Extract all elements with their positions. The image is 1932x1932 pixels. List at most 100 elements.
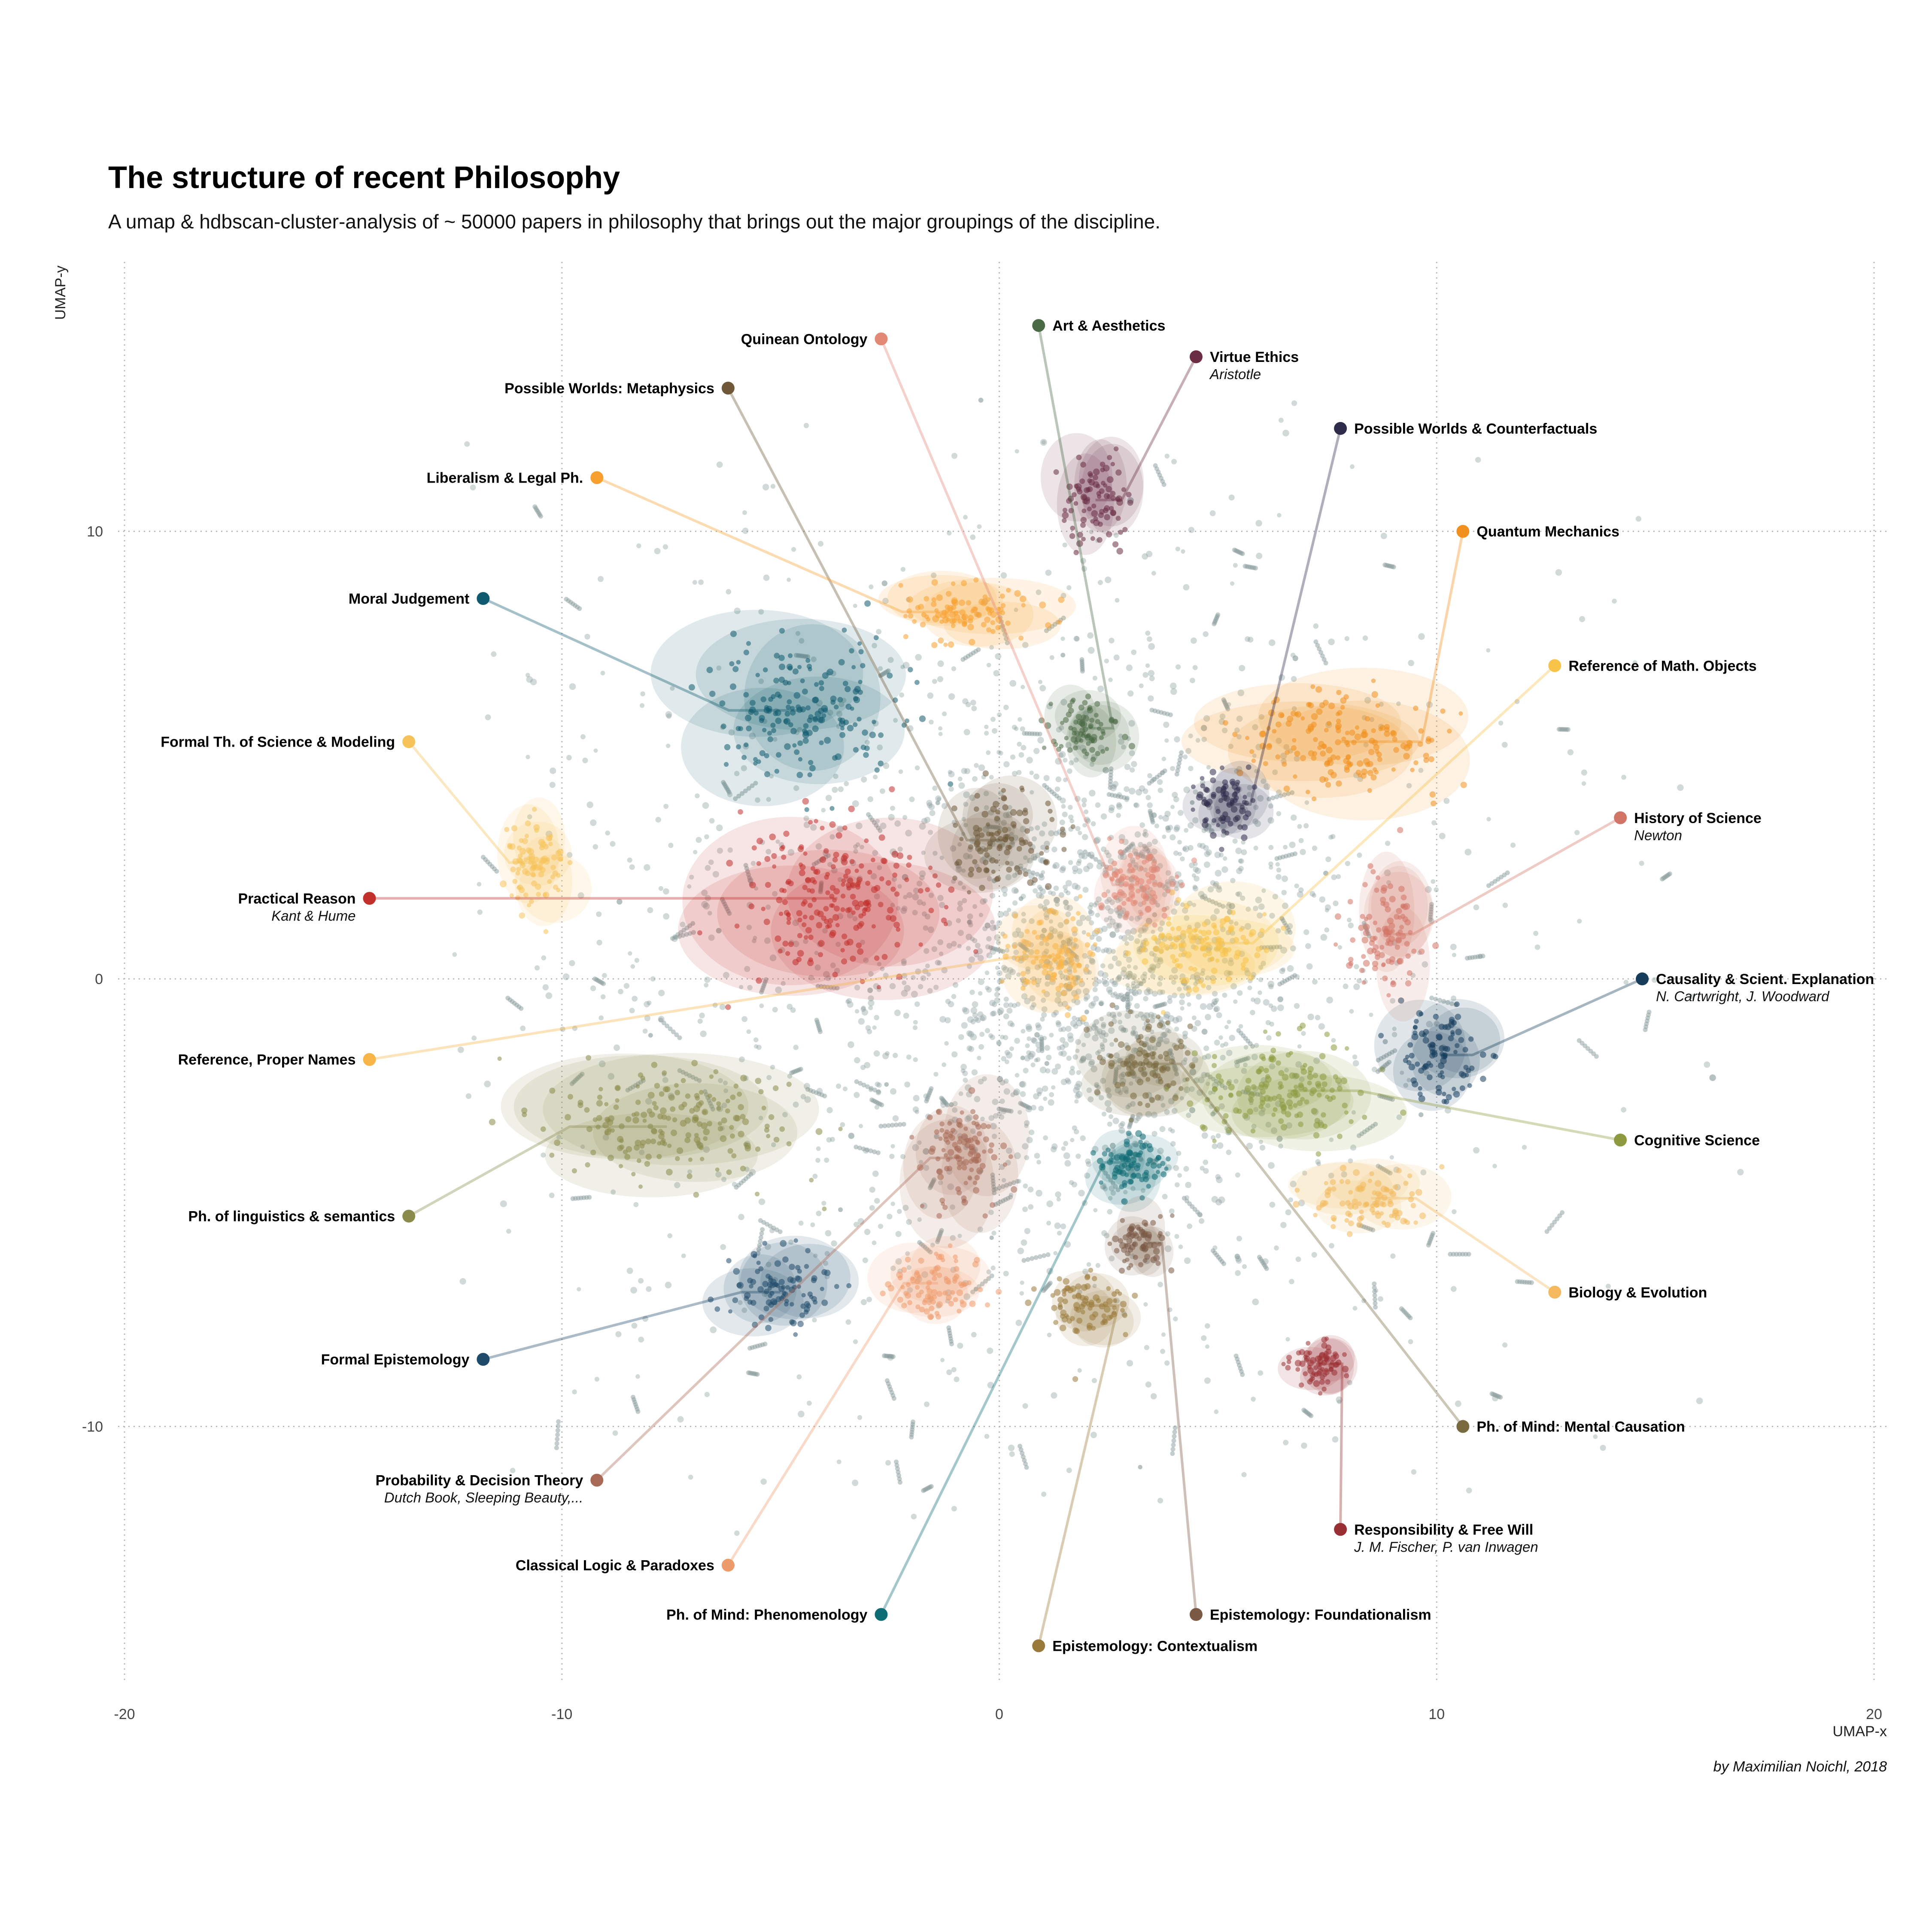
cluster-point — [725, 1004, 731, 1010]
noise-point — [1092, 987, 1098, 992]
noise-point — [961, 1022, 968, 1029]
cluster-point — [893, 921, 900, 928]
noise-point — [741, 1016, 747, 1022]
noise-point — [1142, 971, 1148, 976]
noise-point — [1084, 1009, 1089, 1015]
noise-point — [984, 970, 990, 975]
cluster-point — [684, 1137, 691, 1143]
noise-point — [798, 1410, 805, 1418]
cluster-point — [945, 1294, 952, 1301]
noise-point — [963, 729, 970, 735]
noise-point — [1080, 558, 1086, 564]
cluster-point — [972, 1135, 978, 1142]
cluster-point — [523, 892, 529, 898]
cluster-point — [844, 686, 851, 693]
cluster-point — [640, 1075, 645, 1081]
cluster-point — [760, 696, 767, 702]
noise-point — [1157, 981, 1163, 987]
noise-point — [1200, 843, 1206, 849]
cluster-point — [865, 881, 871, 886]
noise-point — [615, 1331, 622, 1337]
noise-point — [958, 782, 965, 789]
cluster-point — [703, 1128, 710, 1136]
noise-point — [1087, 955, 1092, 960]
noise-point — [1100, 948, 1106, 954]
cluster-point — [857, 717, 862, 722]
cluster-point — [856, 877, 863, 883]
cluster-point — [510, 866, 516, 872]
noise-point — [1055, 1020, 1061, 1026]
cluster-point — [846, 939, 854, 946]
noise-point — [1400, 1070, 1404, 1075]
noise-point — [1046, 1200, 1054, 1207]
noise-point — [1060, 1078, 1067, 1085]
noise-point — [744, 966, 750, 972]
noise-point — [554, 1441, 559, 1446]
noise-point — [734, 1530, 740, 1536]
noise-point — [1033, 888, 1038, 893]
noise-point — [1143, 829, 1148, 834]
cluster-point — [687, 1173, 693, 1179]
noise-point — [999, 1098, 1005, 1104]
cluster-point — [1078, 894, 1083, 899]
noise-point — [721, 1176, 727, 1182]
cluster-point — [736, 1282, 742, 1288]
cluster-point — [954, 1266, 960, 1272]
cluster-point — [936, 1109, 942, 1115]
noise-point — [1184, 828, 1189, 833]
noise-point — [1005, 973, 1012, 980]
noise-point — [1115, 994, 1120, 999]
noise-point — [832, 787, 838, 793]
noise-point — [1256, 553, 1263, 559]
noise-point — [1473, 904, 1479, 911]
noise-point — [1289, 1279, 1294, 1285]
cluster-point — [1330, 1355, 1337, 1362]
cluster-point — [947, 1166, 953, 1172]
cluster-point — [878, 732, 884, 738]
gridlines — [118, 262, 1887, 1683]
noise-point — [1268, 984, 1274, 990]
noise-point — [1205, 1053, 1212, 1060]
noise-point — [1188, 527, 1194, 533]
noise-point — [798, 1221, 804, 1226]
cluster-point — [931, 1270, 938, 1276]
cluster-point — [824, 737, 831, 744]
noise-point — [1022, 1403, 1028, 1409]
cluster-point — [548, 841, 553, 846]
cluster-point — [1126, 1266, 1131, 1270]
noise-point — [1074, 1099, 1079, 1104]
noise-point — [1160, 1349, 1165, 1354]
noise-point — [1156, 1036, 1163, 1044]
noise-point — [852, 800, 859, 807]
noise-point — [1233, 999, 1238, 1004]
noise-point — [723, 1088, 728, 1093]
cluster-point — [645, 1154, 652, 1160]
noise-point — [720, 1244, 726, 1250]
noise-point — [1117, 1012, 1122, 1017]
noise-point — [1162, 1001, 1167, 1006]
noise-point — [1149, 963, 1156, 970]
noise-point — [1089, 957, 1095, 964]
noise-point — [1226, 1149, 1232, 1155]
cluster-point — [543, 858, 550, 865]
noise-point — [1171, 1438, 1176, 1443]
cluster-point — [1057, 1305, 1063, 1310]
noise-point — [1070, 1138, 1075, 1142]
cluster-point — [960, 1110, 964, 1115]
noise-point — [966, 1114, 973, 1121]
noise-point — [1257, 912, 1263, 919]
cluster-point — [1114, 1154, 1121, 1161]
noise-point — [866, 1029, 872, 1035]
cluster-point — [802, 688, 808, 695]
cluster-point — [1053, 1320, 1058, 1325]
noise-point — [1276, 867, 1282, 873]
noise-point — [1315, 1159, 1321, 1165]
noise-point — [1017, 931, 1024, 938]
noise-point — [1062, 811, 1068, 817]
noise-point — [932, 679, 937, 684]
cluster-point — [820, 826, 825, 831]
noise-point — [948, 1001, 954, 1008]
noise-point — [1090, 1431, 1097, 1438]
noise-point — [705, 895, 711, 901]
noise-point — [1206, 1081, 1210, 1086]
